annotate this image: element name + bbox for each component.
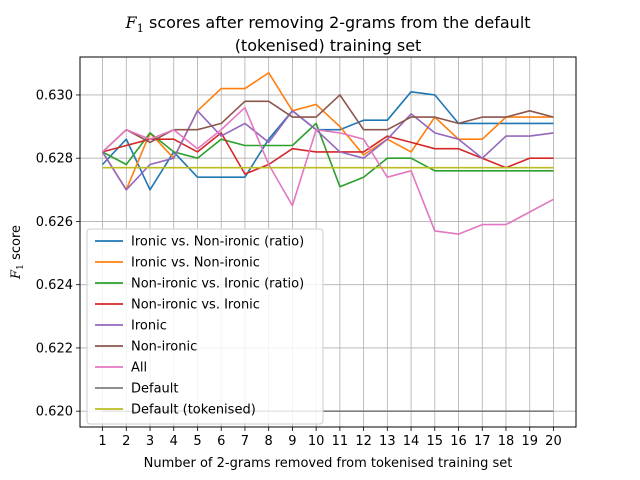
legend-box <box>86 228 324 425</box>
series-line-non-ironic <box>101 94 554 153</box>
chart-title-line1: F1 scores after removing 2-grams from th… <box>124 13 530 35</box>
x-tick-label: 15 <box>427 434 444 449</box>
x-tick-label: 10 <box>308 434 325 449</box>
x-tick-label: 16 <box>450 434 467 449</box>
ylabel-f-subscript: 1 <box>15 264 26 270</box>
series-line-ironic-vs-non-ironic-ratio <box>101 91 554 191</box>
x-axis-ticks: 1 2 3 4 5 6 7 8 9 10 11 12 13 14 15 16 17 18 19 20 <box>98 427 562 449</box>
legend-label: Default <box>131 382 179 397</box>
y-tick-label: 0.622 <box>36 341 73 356</box>
x-tick-label: 5 <box>193 434 201 449</box>
legend-label: Non-ironic <box>131 340 197 355</box>
plot-frame <box>79 56 577 428</box>
x-tick-label: 4 <box>170 434 178 449</box>
x-axis-label: Number of 2-grams removed from tokenised… <box>144 456 513 471</box>
x-tick-label: 7 <box>241 434 249 449</box>
ylabel-text: score <box>9 225 24 264</box>
x-tick-label: 2 <box>122 434 130 449</box>
x-tick-label: 17 <box>474 434 491 449</box>
series-line-non-ironic-vs-ironic-ratio <box>102 122 554 188</box>
y-axis-ticks: 0.620 0.622 0.624 0.626 0.628 0.630 <box>36 88 80 420</box>
x-tick-label: 18 <box>498 434 515 449</box>
x-tick-label: 12 <box>355 434 372 449</box>
x-tick-label: 6 <box>217 434 225 449</box>
y-axis-label: F1 score <box>9 225 26 280</box>
chart-title-line2: (tokenised) training set <box>235 36 422 55</box>
x-tick-label: 19 <box>521 434 538 449</box>
title-f-symbol: F <box>124 13 137 32</box>
x-tick-label: 14 <box>403 434 420 449</box>
y-tick-label: 0.620 <box>36 405 73 420</box>
legend-label: Ironic vs. Non-ironic <box>131 256 260 271</box>
series-line-all <box>101 106 554 235</box>
legend-label: All <box>131 361 147 376</box>
ylabel-f-symbol: F <box>9 269 24 280</box>
x-tick-label: 13 <box>379 434 396 449</box>
legend: Ironic vs. Non-ironic (ratio) Ironic vs. … <box>86 228 324 425</box>
series-line-ironic <box>101 110 554 191</box>
legend-label: Ironic vs. Non-ironic (ratio) <box>131 235 304 250</box>
legend-label: Non-ironic vs. Ironic (ratio) <box>131 277 304 292</box>
title-f-subscript: 1 <box>137 21 144 35</box>
x-tick-label: 9 <box>288 434 296 449</box>
series-lines <box>101 72 554 413</box>
legend-label: Ironic <box>131 319 167 334</box>
y-tick-label: 0.626 <box>36 215 73 230</box>
x-tick-label: 1 <box>98 434 106 449</box>
x-tick-label: 3 <box>146 434 154 449</box>
y-tick-label: 0.628 <box>36 152 73 167</box>
x-tick-label: 11 <box>332 434 349 449</box>
grid <box>80 57 576 427</box>
legend-label: Default (tokenised) <box>131 403 256 418</box>
x-tick-label: 8 <box>265 434 273 449</box>
y-tick-label: 0.624 <box>36 278 73 293</box>
x-tick-label: 20 <box>545 434 562 449</box>
legend-label: Non-ironic vs. Ironic <box>131 298 260 313</box>
series-line-non-ironic-vs-ironic <box>102 132 554 175</box>
y-tick-label: 0.630 <box>36 88 73 103</box>
title-line1-text: scores after removing 2-grams from the d… <box>144 13 531 32</box>
